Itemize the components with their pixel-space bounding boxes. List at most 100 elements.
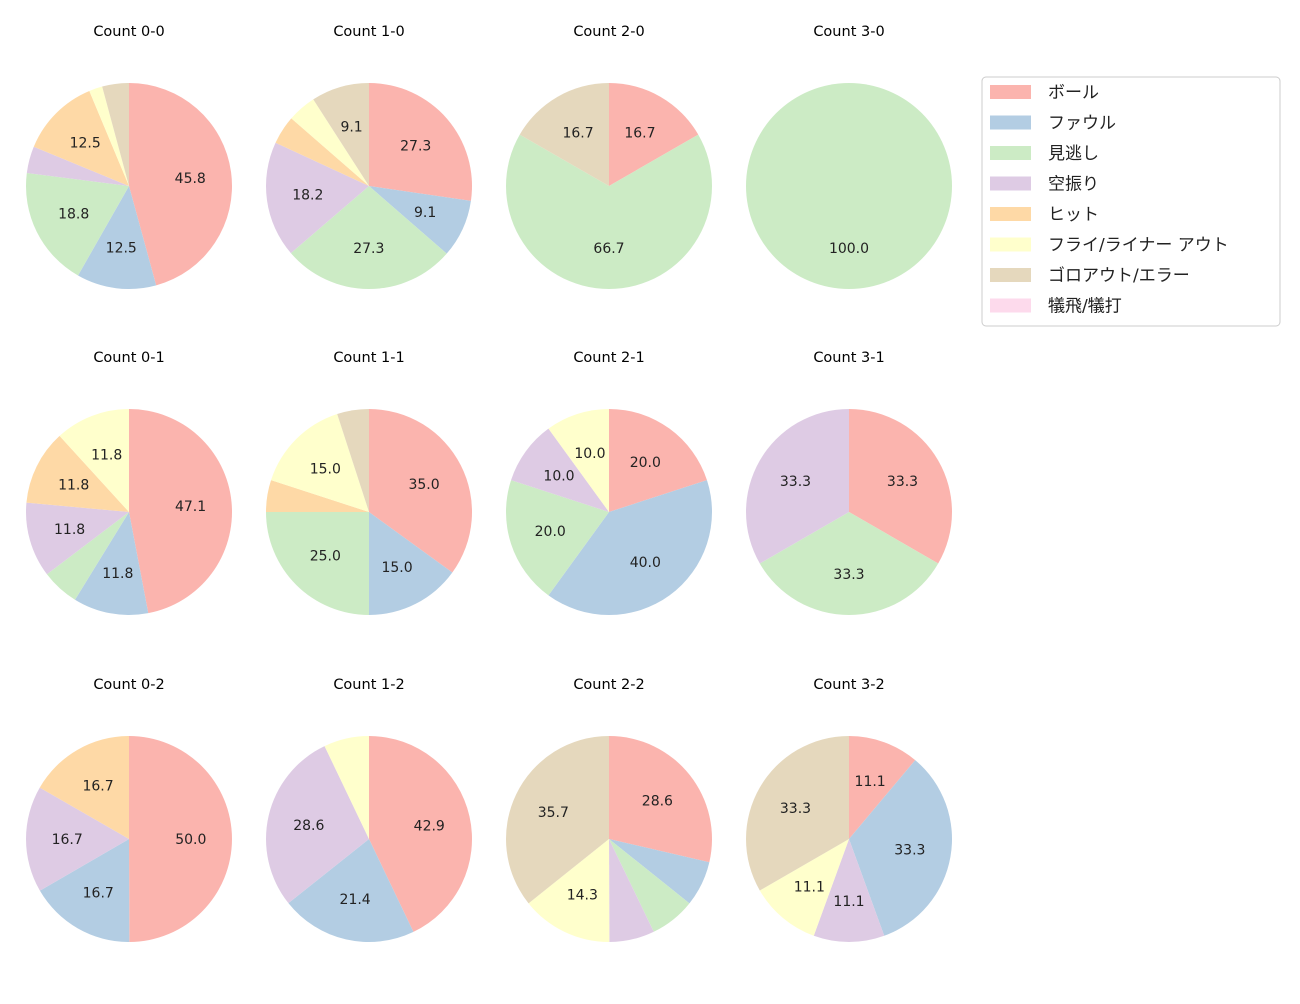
- slice-label: 33.3: [780, 801, 811, 817]
- pie-slice-ゴロアウト/エラー: [102, 83, 129, 186]
- pie-slice-フライ/ライナー アウト: [271, 414, 369, 512]
- slice-label: 100.0: [829, 241, 869, 257]
- slice-label: 18.8: [58, 207, 89, 223]
- pie-count-1-0: Count 1-0 27.3 9.1 27.3 18.2 9.1: [266, 24, 472, 289]
- pie-slice-フライ/ライナー アウト: [528, 839, 610, 942]
- slice-label: 11.8: [54, 522, 85, 538]
- legend-swatch: [990, 268, 1031, 282]
- legend-label: フライ/ライナー アウト: [1048, 236, 1229, 256]
- pie-slice-空振り: [609, 839, 654, 942]
- pie-slice-空振り: [745, 409, 849, 564]
- slice-label: 18.2: [292, 188, 323, 204]
- pie-slice-見逃し: [505, 134, 712, 289]
- legend-label: ゴロアウト/エラー: [1048, 265, 1190, 286]
- pie-title: Count 2-1: [573, 350, 644, 366]
- slice-label: 27.3: [353, 241, 384, 257]
- legend-swatch: [990, 237, 1031, 252]
- pie-title: Count 0-0: [93, 24, 164, 40]
- pie-title: Count 2-2: [573, 677, 644, 693]
- pie-slice-空振り: [266, 142, 369, 254]
- pie-slice-ファウル: [78, 186, 157, 289]
- pie-slice-見逃し: [266, 512, 369, 615]
- pie-slice-ファウル: [609, 839, 710, 904]
- pie-title: Count 1-2: [333, 677, 404, 693]
- pie-title: Count 3-2: [813, 677, 884, 693]
- pie-slice-ボール: [369, 409, 472, 573]
- slice-label: 16.7: [82, 778, 113, 794]
- pie-slice-ファウル: [849, 760, 952, 936]
- slice-label: 15.0: [310, 461, 341, 477]
- pie-slice-ヒット: [26, 435, 129, 512]
- pie-slice-ゴロアウト/エラー: [337, 409, 369, 512]
- pie-title: Count 2-0: [573, 24, 644, 40]
- pie-slice-フライ/ライナー アウト: [59, 409, 129, 512]
- pie-slice-ゴロアウト/エラー: [313, 83, 369, 186]
- slice-label: 47.1: [175, 499, 206, 515]
- slice-label: 12.5: [70, 135, 101, 151]
- legend-frame: [981, 76, 1281, 327]
- pie-slice-ゴロアウト/エラー: [506, 736, 609, 904]
- slice-label: 16.7: [562, 125, 593, 141]
- legend-label: ボール: [1048, 83, 1099, 103]
- pie-title: Count 3-0: [813, 24, 884, 40]
- legend-swatch: [990, 146, 1031, 160]
- slice-label: 16.7: [624, 125, 655, 141]
- slice-label: 20.0: [630, 455, 661, 471]
- pie-slice-ボール: [129, 736, 232, 942]
- legend-swatch: [990, 298, 1031, 313]
- pie-slice-見逃し: [746, 83, 952, 289]
- legend-swatch: [990, 207, 1031, 221]
- slice-label: 33.3: [780, 474, 811, 490]
- slice-label: 42.9: [414, 818, 445, 834]
- slice-label: 15.0: [381, 560, 412, 576]
- pie-slice-見逃し: [609, 839, 690, 932]
- slice-label: 11.8: [58, 478, 89, 494]
- slice-label: 66.7: [593, 241, 624, 257]
- pie-title: Count 3-1: [813, 350, 884, 366]
- legend-swatch: [990, 176, 1031, 191]
- pie-slice-ファウル: [369, 512, 453, 615]
- legend-label: ファウル: [1048, 114, 1116, 134]
- pie-slice-ファウル: [369, 186, 471, 254]
- slice-label: 9.1: [414, 205, 436, 221]
- slice-label: 14.3: [567, 888, 598, 904]
- pie-count-1-1: Count 1-1 35.0 15.0 25.0 15.0: [266, 350, 472, 615]
- pie-slice-空振り: [26, 146, 129, 186]
- pie-slice-ファウル: [75, 512, 149, 616]
- pie-slice-フライ/ライナー アウト: [324, 736, 369, 839]
- slice-label: 21.4: [340, 892, 371, 908]
- pie-count-0-1: Count 0-147.111.811.811.811.8: [26, 350, 233, 616]
- pie-count-2-2: Count 2-2 28.6 14.3 35.7: [506, 677, 712, 942]
- pie-slice-ヒット: [39, 736, 129, 839]
- pie-slice-ボール: [129, 83, 233, 286]
- pie-slice-見逃し: [26, 172, 129, 276]
- legend-swatch: [990, 85, 1031, 99]
- pie-slice-見逃し: [46, 512, 129, 600]
- slice-label: 16.7: [83, 886, 114, 902]
- pie-count-2-1: Count 2-1 20.0 40.0 20.0 10.010.0: [506, 350, 712, 615]
- slice-label: 11.1: [855, 774, 886, 790]
- slice-label: 9.1: [340, 120, 362, 136]
- slice-label: 10.0: [543, 469, 574, 485]
- pie-slice-ボール: [849, 409, 952, 564]
- slice-label: 10.0: [574, 446, 605, 462]
- pie-slice-ファウル: [39, 839, 130, 942]
- pie-slice-ヒット: [33, 90, 129, 186]
- pie-slice-ゴロアウト/エラー: [519, 83, 609, 186]
- pie-title: Count 1-1: [333, 350, 404, 366]
- legend-label: ヒット: [1048, 205, 1099, 225]
- pie-slice-空振り: [813, 839, 885, 942]
- slice-label: 11.8: [102, 566, 133, 582]
- slice-label: 11.1: [833, 894, 864, 910]
- pie-slice-見逃し: [759, 512, 939, 615]
- pie-slice-ファウル: [548, 480, 712, 615]
- pie-title: Count 1-0: [333, 24, 404, 40]
- pie-slice-ボール: [369, 736, 472, 932]
- slice-label: 12.5: [106, 240, 137, 256]
- slice-label: 35.0: [408, 477, 439, 493]
- pie-title: Count 0-1: [93, 350, 164, 366]
- slice-label: 11.1: [794, 879, 825, 895]
- slice-label: 27.3: [400, 139, 431, 155]
- pie-slice-ゴロアウト/エラー: [745, 736, 849, 891]
